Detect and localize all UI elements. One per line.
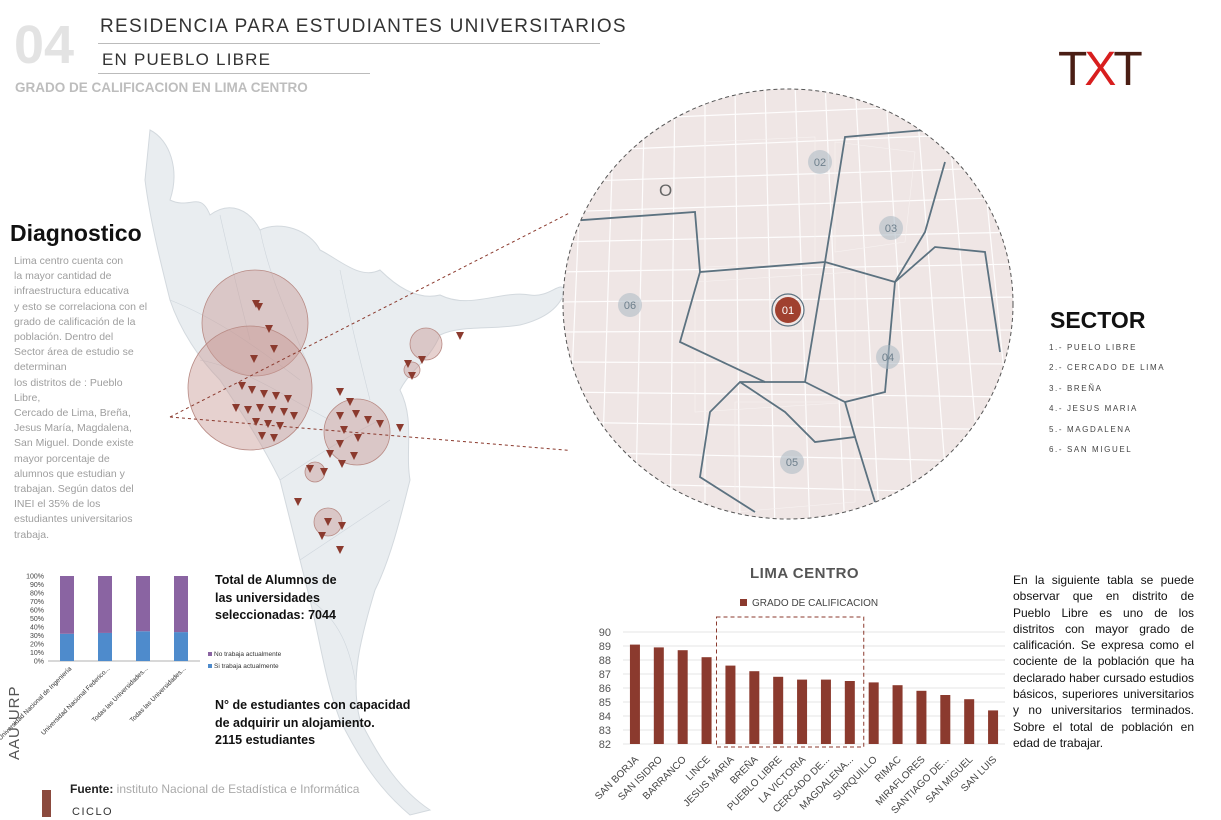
sector-item: 5.- MAGDALENA xyxy=(1049,424,1132,434)
map-label-03: 03 xyxy=(885,223,897,235)
map-label-01: 01 xyxy=(782,305,794,317)
y-tick-label: 100% xyxy=(26,574,44,581)
map-label-04: 04 xyxy=(882,352,894,364)
legend-swatch xyxy=(208,664,212,668)
y-tick-label: 85 xyxy=(599,697,611,709)
map-label-06: 06 xyxy=(624,300,636,312)
y-tick-label: 50% xyxy=(30,616,44,623)
bar xyxy=(940,695,951,744)
sector-item: 4.- JESUS MARIA xyxy=(1049,404,1138,414)
y-tick-label: 0% xyxy=(34,659,44,666)
bar xyxy=(749,671,760,744)
sector-heading: SECTOR xyxy=(1050,307,1146,333)
legend-label: Si trabaja actualmente xyxy=(214,663,279,670)
page-title-line2: EN PUEBLO LIBRE xyxy=(102,50,272,69)
bar-si-trabaja xyxy=(174,632,188,661)
legend-swatch xyxy=(208,652,212,656)
bar xyxy=(892,685,903,744)
total-students-text: Total de Alumnos de las universidades se… xyxy=(215,573,337,622)
x-tick-label: Universidad Nacional Federico... xyxy=(40,665,112,737)
page-number: 04 xyxy=(14,15,75,75)
y-tick-label: 82 xyxy=(599,739,611,751)
bar xyxy=(868,682,879,744)
bar-no-trabaja xyxy=(174,576,188,633)
stacked-legend-item: No trabaja actualmente xyxy=(208,651,281,658)
bar xyxy=(916,690,927,744)
bar-no-trabaja xyxy=(136,576,150,632)
bar xyxy=(797,679,808,744)
y-tick-label: 87 xyxy=(599,669,611,681)
sector-zoom-map: O 01 02 03 04 05 06 xyxy=(562,88,1014,520)
bar xyxy=(629,644,640,744)
bar xyxy=(677,650,688,744)
svg-text:O: O xyxy=(659,181,672,200)
vertical-school-label: AAU-URP xyxy=(6,685,23,760)
bar xyxy=(653,647,664,744)
y-tick-label: 70% xyxy=(30,599,44,606)
lima-centro-legend: GRADO DE CALIFICACION xyxy=(740,598,878,609)
y-tick-label: 30% xyxy=(30,633,44,640)
lima-map xyxy=(144,129,570,816)
y-tick-label: 40% xyxy=(30,625,44,632)
map-label-02: 02 xyxy=(814,157,826,169)
bar-si-trabaja xyxy=(60,633,74,661)
ciclo-label: CICLO xyxy=(72,806,114,818)
diagnostico-text: Lima centro cuenta con la mayor cantidad… xyxy=(14,255,148,541)
y-tick-label: 10% xyxy=(30,650,44,657)
highlight-box xyxy=(716,616,865,748)
y-tick-label: 80% xyxy=(30,591,44,598)
sector-list: 1.- PUELO LIBRE 2.- CERCADO DE LIMA 3.- … xyxy=(1049,343,1165,465)
source-note: Fuente: instituto Nacional de Estadístic… xyxy=(70,782,360,796)
bar xyxy=(773,676,784,744)
bar xyxy=(964,699,975,744)
legend-label: GRADO DE CALIFICACION xyxy=(752,598,879,609)
sector-item: 3.- BREÑA xyxy=(1049,383,1103,393)
title-divider-2 xyxy=(98,73,370,74)
y-tick-label: 20% xyxy=(30,642,44,649)
diagnostico-heading: Diagnostico xyxy=(10,220,142,246)
bar xyxy=(725,665,736,744)
legend-swatch xyxy=(740,599,747,606)
bar-si-trabaja xyxy=(98,632,112,661)
stacked-legend-item: Si trabaja actualmente xyxy=(208,663,279,670)
y-tick-label: 89 xyxy=(599,641,611,653)
y-tick-label: 60% xyxy=(30,608,44,615)
page-title-line1: RESIDENCIA PARA ESTUDIANTES UNIVERSITARI… xyxy=(100,16,627,37)
accent-bar xyxy=(42,790,51,817)
y-tick-label: 86 xyxy=(599,683,611,695)
y-tick-label: 83 xyxy=(599,725,611,737)
bar-no-trabaja xyxy=(98,576,112,633)
bar-no-trabaja xyxy=(60,576,74,634)
legend-label: No trabaja actualmente xyxy=(214,651,282,658)
bar-si-trabaja xyxy=(136,631,150,661)
page-subtitle: GRADO DE CALIFICACION EN LIMA CENTRO xyxy=(15,80,308,95)
y-tick-label: 84 xyxy=(599,711,611,723)
bar xyxy=(820,679,831,744)
lima-centro-chart-title: LIMA CENTRO xyxy=(750,565,860,582)
bar xyxy=(701,657,712,744)
txt-logo: TXT xyxy=(1058,43,1143,96)
y-tick-label: 90% xyxy=(30,582,44,589)
y-tick-label: 90 xyxy=(599,627,611,639)
sector-item: 1.- PUELO LIBRE xyxy=(1049,343,1138,352)
y-tick-label: 88 xyxy=(599,655,611,667)
bar xyxy=(844,681,855,744)
sector-item: 6.- SAN MIGUEL xyxy=(1049,444,1133,454)
chart-description-text: En la siguiente tabla se puede observar … xyxy=(1013,573,1194,750)
bar xyxy=(988,710,999,744)
capacity-students-text: N° de estudiantes con capacidad de adqui… xyxy=(215,698,411,747)
sector-item: 2.- CERCADO DE LIMA xyxy=(1049,363,1166,373)
map-label-05: 05 xyxy=(786,457,798,469)
title-divider xyxy=(98,43,600,44)
employment-stacked-chart: 0% 10%20% 30%40% 50%60% 70%80% 90%100% Univers… xyxy=(0,574,200,742)
